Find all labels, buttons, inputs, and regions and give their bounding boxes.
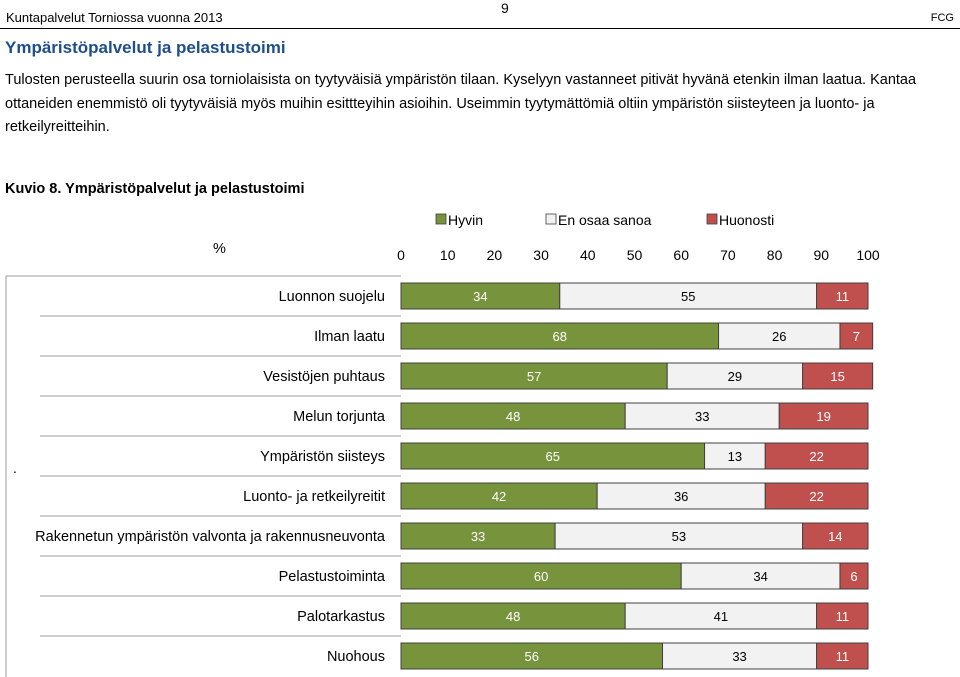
- bar-hyvin-vesistojen-puhtaus: [400, 362, 668, 390]
- category-label-luonnon-suojelu: Luonnon suojelu: [279, 289, 385, 305]
- legend-label-hyvin: Hyvin: [448, 212, 483, 228]
- data-label-hyvin-nuohous: 56: [525, 649, 539, 664]
- x-tick-label-80: 80: [767, 247, 783, 263]
- section-title: Ympäristöpalvelut ja pelastustoimi: [5, 38, 286, 57]
- data-label-huonosti-palotarkastus: 11: [836, 609, 850, 624]
- category-label-nuohous: Nuohous: [327, 649, 385, 665]
- data-label-huonosti-luonto-ja-retkeilyreitit: 22: [809, 489, 823, 504]
- bar-hyvin-pelastustoiminta: [400, 562, 682, 590]
- bar-hyvin-palotarkastus: [400, 602, 626, 630]
- data-label-hyvin-pelastustoiminta: 60: [534, 569, 548, 584]
- bar-en-osaa-sanoa-ympariston-siisteys: [704, 442, 766, 470]
- stray-dot: .: [13, 460, 17, 476]
- bar-en-osaa-sanoa-melun-torjunta: [624, 402, 780, 430]
- bar-huonosti-luonnon-suojelu: [816, 282, 869, 310]
- data-label-hyvin-luonnon-suojelu: 34: [473, 289, 487, 304]
- data-label-hyvin-ympariston-siisteys: 65: [546, 449, 560, 464]
- bar-huonosti-ilman-laatu: [839, 322, 874, 350]
- legend-swatch-hyvin: [435, 213, 447, 225]
- bar-en-osaa-sanoa-luonto-ja-retkeilyreitit: [596, 482, 766, 510]
- x-tick-label-60: 60: [673, 247, 689, 263]
- category-label-rakennetun-ympariston-valvonta-ja-rakennusneuvonta: Rakennetun ympäristön valvonta ja rakenn…: [35, 529, 386, 545]
- data-label-huonosti-ympariston-siisteys: 22: [809, 449, 823, 464]
- data-label-hyvin-melun-torjunta: 48: [506, 409, 520, 424]
- document-header-title: Kuntapalvelut Torniossa vuonna 2013: [6, 10, 223, 25]
- legend-label-huonosti: Huonosti: [719, 212, 774, 228]
- bar-hyvin-ilman-laatu: [400, 322, 720, 350]
- x-tick-label-0: 0: [397, 247, 405, 263]
- data-label-huonosti-melun-torjunta: 19: [816, 409, 830, 424]
- category-label-ympariston-siisteys: Ympäristön siisteys: [260, 449, 385, 465]
- data-label-hyvin-palotarkastus: 48: [506, 609, 520, 624]
- legend-label-en-osaa-sanoa: En osaa sanoa: [558, 212, 652, 228]
- data-label-en-osaa-sanoa-pelastustoiminta: 34: [753, 569, 767, 584]
- header-divider: [0, 28, 960, 29]
- bar-en-osaa-sanoa-pelastustoiminta: [680, 562, 841, 590]
- data-label-huonosti-pelastustoiminta: 6: [850, 569, 857, 584]
- x-tick-label-70: 70: [720, 247, 736, 263]
- bar-huonosti-palotarkastus: [816, 602, 869, 630]
- data-label-hyvin-rakennetun-ympariston-valvonta-ja-rakennusneuvonta: 33: [471, 529, 485, 544]
- bar-huonosti-vesistojen-puhtaus: [802, 362, 874, 390]
- category-label-vesistojen-puhtaus: Vesistöjen puhtaus: [263, 369, 385, 385]
- category-label-melun-torjunta: Melun torjunta: [293, 409, 386, 425]
- figure-caption: Kuvio 8. Ympäristöpalvelut ja pelastusto…: [5, 181, 305, 197]
- x-tick-label-40: 40: [580, 247, 596, 263]
- data-label-hyvin-vesistojen-puhtaus: 57: [527, 369, 541, 384]
- x-tick-label-30: 30: [533, 247, 549, 263]
- data-label-hyvin-luonto-ja-retkeilyreitit: 42: [492, 489, 506, 504]
- bar-hyvin-luonto-ja-retkeilyreitit: [400, 482, 598, 510]
- page-number: 9: [501, 0, 509, 16]
- data-label-en-osaa-sanoa-luonnon-suojelu: 55: [681, 289, 695, 304]
- bar-huonosti-melun-torjunta: [778, 402, 869, 430]
- category-label-ilman-laatu: Ilman laatu: [314, 329, 385, 345]
- bar-huonosti-luonto-ja-retkeilyreitit: [764, 482, 869, 510]
- bar-en-osaa-sanoa-palotarkastus: [624, 602, 818, 630]
- bar-huonosti-ympariston-siisteys: [764, 442, 869, 470]
- bar-hyvin-rakennetun-ympariston-valvonta-ja-rakennusneuvonta: [400, 522, 556, 550]
- axis-unit-label: %: [213, 241, 226, 257]
- x-tick-label-90: 90: [814, 247, 830, 263]
- data-label-en-osaa-sanoa-nuohous: 33: [732, 649, 746, 664]
- x-tick-label-20: 20: [487, 247, 503, 263]
- data-label-en-osaa-sanoa-vesistojen-puhtaus: 29: [728, 369, 742, 384]
- data-label-en-osaa-sanoa-ilman-laatu: 26: [772, 329, 786, 344]
- bar-hyvin-ympariston-siisteys: [400, 442, 706, 470]
- x-tick-label-100: 100: [856, 247, 880, 263]
- legend-swatch-en-osaa-sanoa: [545, 213, 557, 225]
- bar-huonosti-rakennetun-ympariston-valvonta-ja-rakennusneuvonta: [802, 522, 869, 550]
- category-label-luonto-ja-retkeilyreitit: Luonto- ja retkeilyreitit: [243, 489, 385, 505]
- data-label-en-osaa-sanoa-ympariston-siisteys: 13: [728, 449, 742, 464]
- category-label-pelastustoiminta: Pelastustoiminta: [279, 569, 386, 585]
- data-label-huonosti-nuohous: 11: [836, 649, 850, 664]
- data-label-huonosti-ilman-laatu: 7: [853, 329, 860, 344]
- bar-en-osaa-sanoa-rakennetun-ympariston-valvonta-ja-rakennusneuvonta: [554, 522, 804, 550]
- data-label-huonosti-luonnon-suojelu: 11: [836, 289, 850, 304]
- bar-hyvin-nuohous: [400, 642, 664, 670]
- data-label-en-osaa-sanoa-luonto-ja-retkeilyreitit: 36: [674, 489, 688, 504]
- legend-swatch-huonosti: [706, 213, 718, 225]
- data-label-en-osaa-sanoa-rakennetun-ympariston-valvonta-ja-rakennusneuvonta: 53: [672, 529, 686, 544]
- x-tick-label-10: 10: [440, 247, 456, 263]
- data-label-huonosti-vesistojen-puhtaus: 15: [830, 369, 844, 384]
- category-label-palotarkastus: Palotarkastus: [297, 609, 385, 625]
- bar-huonosti-pelastustoiminta: [839, 562, 869, 590]
- data-label-hyvin-ilman-laatu: 68: [553, 329, 567, 344]
- company-logo-text: FCG: [930, 12, 954, 24]
- data-label-en-osaa-sanoa-palotarkastus: 41: [714, 609, 728, 624]
- data-label-huonosti-rakennetun-ympariston-valvonta-ja-rakennusneuvonta: 14: [828, 529, 842, 544]
- bar-en-osaa-sanoa-luonnon-suojelu: [559, 282, 818, 310]
- data-label-en-osaa-sanoa-melun-torjunta: 33: [695, 409, 709, 424]
- x-tick-label-50: 50: [627, 247, 643, 263]
- body-paragraph: Tulosten perusteella suurin osa torniola…: [5, 72, 917, 135]
- bar-huonosti-nuohous: [816, 642, 869, 670]
